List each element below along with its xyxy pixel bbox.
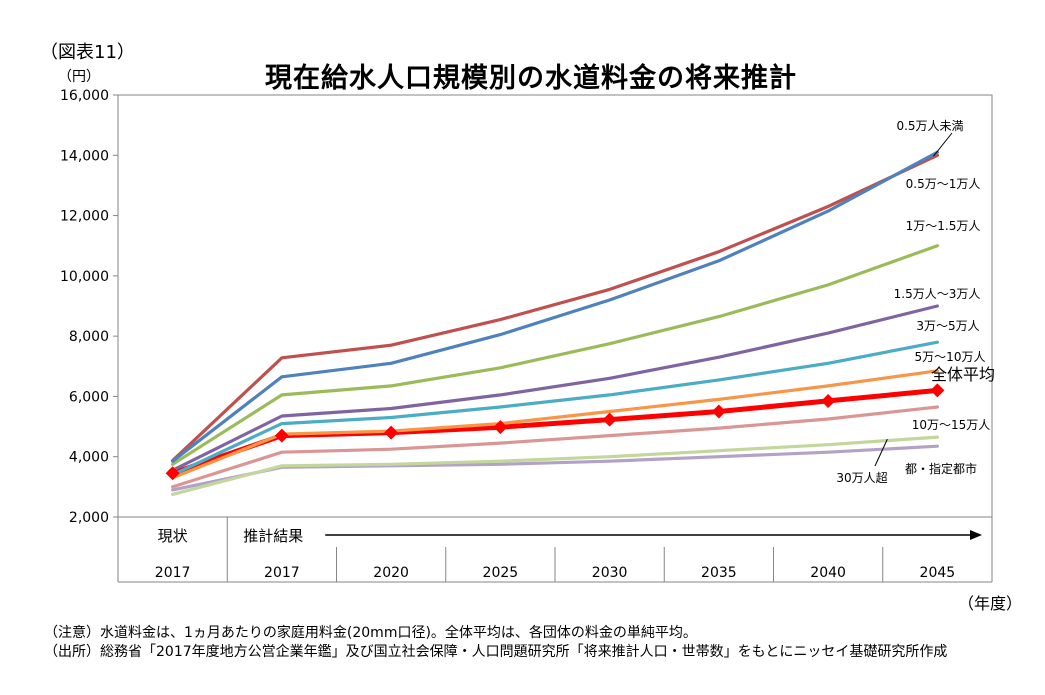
- x-tick-label: 2030: [592, 565, 628, 581]
- data-point-marker: [165, 466, 180, 481]
- x-axis-unit-label: （年度）: [958, 594, 1023, 613]
- series-label-都・指定都市: 都・指定都市: [905, 461, 977, 476]
- data-point-marker: [493, 420, 508, 435]
- series-line-30万人超: [171, 435, 939, 496]
- series-markers: [165, 383, 945, 481]
- series-label-10万15万人: 10万～15万人: [912, 418, 991, 432]
- label-leader-line: [932, 132, 953, 157]
- data-point-marker: [821, 393, 836, 408]
- y-tick-label: 6,000: [69, 389, 109, 405]
- series-label-全体平均: 全体平均: [931, 365, 995, 384]
- x-tick-label: 2020: [373, 565, 409, 581]
- group-label-current: 現状: [158, 527, 188, 545]
- series-line-10万15万人: [171, 405, 939, 489]
- series-line-1万15万人: [171, 244, 939, 466]
- series-label-1万15万人: 1万～1.5万人: [906, 219, 981, 233]
- series-line-全体平均: [170, 387, 940, 476]
- series-line-05万1万人: [171, 153, 939, 463]
- chart-title: 現在給水人口規模別の水道料金の将来推計: [265, 63, 797, 94]
- y-tick-label: 4,000: [69, 450, 109, 466]
- series-label-5万10万人: 5万～10万人: [915, 350, 986, 364]
- x-tick-label: 2025: [483, 565, 519, 581]
- x-tick-label: 2017: [264, 565, 300, 581]
- data-point-marker: [930, 383, 945, 398]
- y-tick-label: 16,000: [60, 88, 109, 104]
- x-tick-label: 2017: [155, 565, 191, 581]
- series-label-05万人未満: 0.5万人未満: [896, 119, 963, 133]
- series-label-15万人3万人: 1.5万人～3万人: [894, 287, 981, 301]
- y-tick-label: 10,000: [60, 269, 109, 285]
- series-labels: 0.5万人未満 0.5万～1万人 1万～1.5万人 1.5万人～3万人 3万～5万人 5万…: [836, 119, 995, 485]
- plot-area-frame: [117, 94, 993, 518]
- series-line-15万人3万人: [171, 304, 939, 472]
- series-label-3万5万人: 3万～5万人: [916, 319, 979, 333]
- label-leader-line: [874, 438, 888, 467]
- chart-axes: 2,000 4,000 6,000 8,000 10,000 12,000 14,000 16…: [60, 88, 993, 583]
- y-tick-label: 14,000: [60, 148, 109, 164]
- series-label-05万1万人: 0.5万～1万人: [906, 177, 981, 191]
- data-point-marker: [384, 425, 399, 440]
- source-text: （出所）総務省「2017年度地方公営企業年鑑」及び国立社会保障・人口問題研究所「…: [44, 644, 948, 660]
- x-tick-label: 2045: [920, 565, 956, 581]
- note-text: （注意）水道料金は、1ヵ月あたりの家庭用料金(20mm口径)。全体平均は、各団体…: [44, 625, 697, 641]
- figure-number-label: （図表11）: [40, 42, 135, 63]
- data-point-marker: [711, 404, 726, 419]
- projection-arrowhead: [970, 530, 982, 540]
- series-label-30万人超: 30万人超: [836, 470, 887, 485]
- y-tick-label: 8,000: [69, 329, 109, 345]
- group-label-projection: 推計結果: [243, 527, 303, 545]
- data-point-marker: [274, 428, 289, 443]
- y-tick-label: 2,000: [69, 510, 109, 526]
- x-tick-label: 2040: [810, 565, 846, 581]
- x-tick-label: 2035: [701, 565, 737, 581]
- series-line-5万10万人: [171, 369, 939, 480]
- data-point-marker: [602, 412, 617, 427]
- y-axis-unit-label: （円）: [58, 69, 100, 85]
- series-line-3万5万人: [171, 340, 939, 477]
- series-line-05万人未満: [171, 150, 939, 463]
- y-tick-label: 12,000: [60, 209, 109, 225]
- series-lines: [170, 150, 940, 496]
